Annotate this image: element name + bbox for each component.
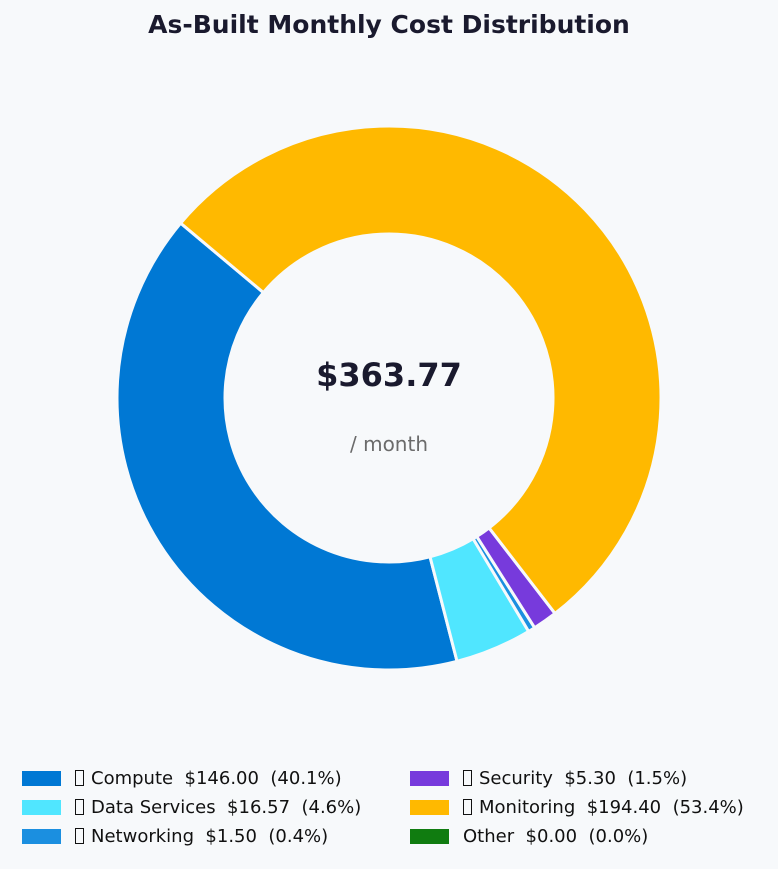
missing-glyph-icon [75, 770, 84, 786]
legend-label: Compute $146.00 (40.1%) [91, 767, 342, 789]
total-cost-label: $363.77 [316, 356, 462, 394]
chart-title: As-Built Monthly Cost Distribution [148, 10, 630, 39]
missing-glyph-icon [463, 770, 472, 786]
legend-swatch [410, 799, 449, 815]
legend-item-networking: Networking $1.50 (0.4%) [22, 824, 328, 848]
donut-slice-monitoring [178, 124, 663, 616]
missing-glyph-icon [75, 828, 84, 844]
legend-label: Other $0.00 (0.0%) [463, 825, 649, 847]
legend-label: Security $5.30 (1.5%) [479, 767, 688, 789]
legend-item-monitoring: Monitoring $194.40 (53.4%) [410, 795, 744, 819]
legend-item-data-services: Data Services $16.57 (4.6%) [22, 795, 361, 819]
per-month-label: / month [349, 432, 428, 456]
legend-item-other: Other $0.00 (0.0%) [410, 824, 648, 848]
legend-item-security: Security $5.30 (1.5%) [410, 766, 687, 790]
legend-swatch [410, 770, 449, 786]
missing-glyph-icon [75, 799, 84, 815]
legend-swatch [410, 828, 449, 844]
legend-swatch [22, 799, 61, 815]
donut-slice-compute [115, 221, 459, 672]
legend-item-compute: Compute $146.00 (40.1%) [22, 766, 342, 790]
legend-swatch [22, 770, 61, 786]
legend-swatch [22, 828, 61, 844]
missing-glyph-icon [463, 799, 472, 815]
legend-label: Monitoring $194.40 (53.4%) [479, 796, 744, 818]
legend-label: Data Services $16.57 (4.6%) [91, 796, 362, 818]
legend-label: Networking $1.50 (0.4%) [91, 825, 329, 847]
